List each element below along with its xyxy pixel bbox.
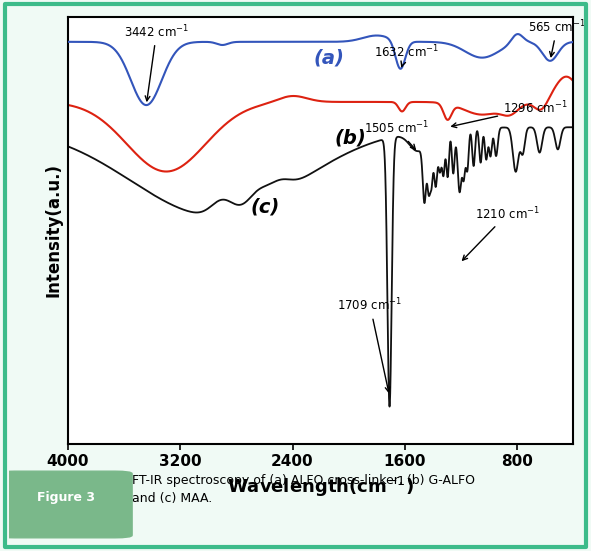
- Text: 1296 cm$^{-1}$: 1296 cm$^{-1}$: [452, 99, 568, 128]
- X-axis label: Wavelength(cm$^{-1}$): Wavelength(cm$^{-1}$): [227, 474, 414, 499]
- Text: FT-IR spectroscopy of (a) ALFO cross-linker, (b) G-ALFO
and (c) MAA.: FT-IR spectroscopy of (a) ALFO cross-lin…: [132, 474, 475, 505]
- Text: (b): (b): [335, 128, 366, 147]
- Text: 565 cm$^{-1}$: 565 cm$^{-1}$: [528, 19, 586, 57]
- FancyBboxPatch shape: [0, 471, 132, 538]
- Text: 1210 cm$^{-1}$: 1210 cm$^{-1}$: [463, 206, 540, 260]
- Text: (a): (a): [314, 49, 345, 68]
- Text: Figure 3: Figure 3: [37, 491, 95, 504]
- Text: 1709 cm$^{-1}$: 1709 cm$^{-1}$: [337, 297, 402, 392]
- Text: (c): (c): [251, 198, 280, 217]
- Y-axis label: Intensity(a.u.): Intensity(a.u.): [44, 163, 63, 297]
- Text: 3442 cm$^{-1}$: 3442 cm$^{-1}$: [124, 24, 189, 101]
- Text: 1505 cm$^{-1}$: 1505 cm$^{-1}$: [364, 120, 429, 149]
- Text: 1632 cm$^{-1}$: 1632 cm$^{-1}$: [374, 44, 439, 67]
